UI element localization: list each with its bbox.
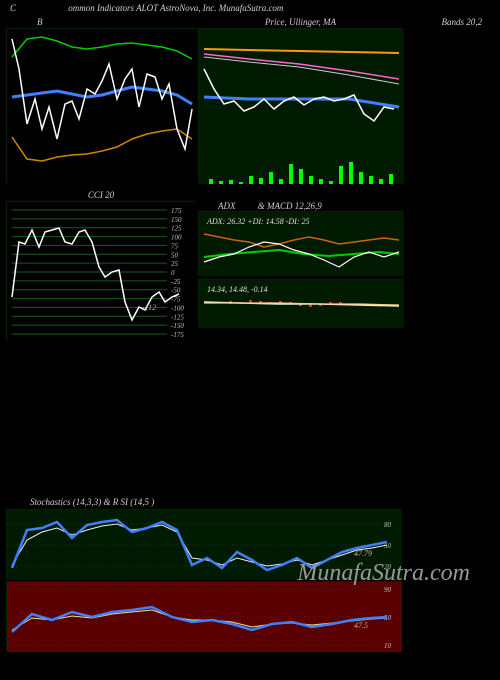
svg-text:14.34, 14.48, -0.14: 14.34, 14.48, -0.14 — [207, 285, 268, 294]
svg-text:25: 25 — [171, 260, 179, 268]
cci-chart: 1751501251007550250-25-50-75-100-125-150… — [7, 202, 197, 342]
header-c: C — [10, 3, 16, 13]
watermark: MunafaSutra.com — [297, 560, 470, 587]
stoch-bot-chart: 90501047.5 — [7, 582, 402, 652]
svg-text:100: 100 — [171, 234, 182, 242]
cci-panel: CCI 20 1751501251007550250-25-50-75-100-… — [6, 201, 196, 341]
page-header: C ommon Indicators ALOT AstroNova, Inc. … — [0, 0, 500, 16]
svg-text:0: 0 — [171, 269, 175, 277]
price-ma-title: Price, Ullinger, MA — [265, 17, 336, 27]
stoch-title: Stochastics (14,3,3) & R SI (14,5 ) — [0, 491, 500, 509]
svg-text:-25: -25 — [171, 278, 181, 286]
svg-text:175: 175 — [171, 207, 182, 215]
adx-macd-panel: ADX & MACD 12,26,9 ADX: 26.32 +DI: 14.58… — [198, 201, 403, 341]
svg-text:-125: -125 — [171, 313, 184, 321]
svg-text:10: 10 — [384, 642, 392, 650]
svg-text:125: 125 — [171, 225, 182, 233]
svg-text:47.5: 47.5 — [354, 621, 368, 630]
svg-text:-112: -112 — [142, 303, 156, 312]
svg-text:150: 150 — [171, 216, 182, 224]
price-ma-panel: Price, Ullinger, MA Bands 20,2 — [198, 28, 403, 183]
svg-text:-175: -175 — [171, 331, 184, 339]
svg-text:80: 80 — [384, 521, 392, 529]
header-title: ommon Indicators ALOT AstroNova, Inc. Mu… — [68, 3, 283, 13]
macd-chart: 14.34, 14.48, -0.14 — [199, 280, 404, 328]
adx-chart: ADX: 26.32 +DI: 14.58 -DI: 25 — [199, 212, 404, 276]
bollinger-panel: B — [6, 28, 196, 183]
svg-text:ADX: 26.32 +DI: 14.58 -DI: 2: ADX: 26.32 +DI: 14.58 -DI: 25 — [206, 217, 310, 226]
svg-text:-50: -50 — [171, 287, 181, 295]
svg-text:47.79: 47.79 — [354, 549, 372, 558]
stoch-bot-panel: 90501047.5 — [6, 581, 401, 651]
svg-text:-150: -150 — [171, 322, 184, 330]
price-ma-chart — [199, 29, 404, 184]
cci-title: CCI 20 — [88, 190, 114, 200]
bollinger-chart — [7, 29, 197, 184]
svg-text:75: 75 — [171, 242, 179, 250]
adx-title-suffix: & MACD 12,26,9 — [258, 201, 322, 211]
svg-text:-100: -100 — [171, 304, 184, 312]
bollinger-title: B — [37, 17, 43, 27]
adx-title-prefix: ADX — [218, 201, 236, 211]
bands-title: Bands 20,2 — [442, 17, 483, 27]
svg-text:90: 90 — [384, 586, 392, 594]
svg-text:50: 50 — [171, 251, 179, 259]
